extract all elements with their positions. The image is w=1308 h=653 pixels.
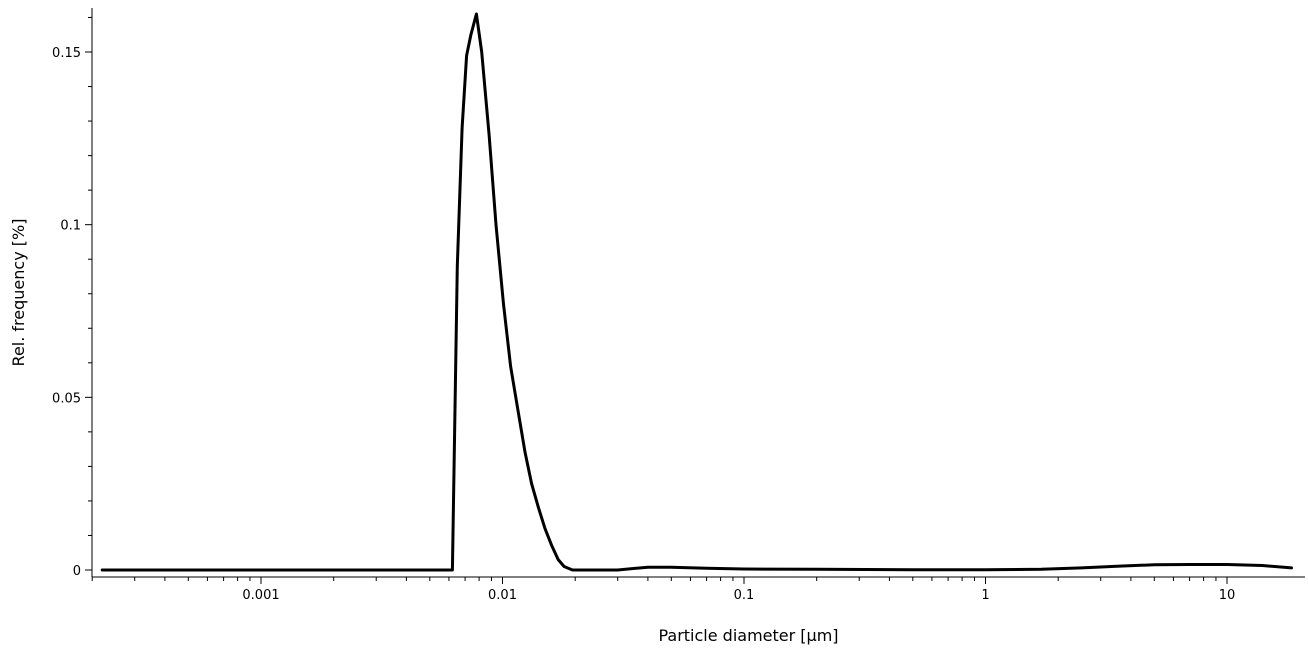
y-axis: 0 0.05 0.1 0.15 <box>52 8 93 579</box>
y-tick-label: 0.05 <box>52 391 81 406</box>
y-tick-label: 0.1 <box>60 219 81 234</box>
x-tick-label: 1 <box>981 588 989 603</box>
plot-area <box>100 12 1293 572</box>
x-axis-label: Particle diameter [µm] <box>658 626 838 645</box>
y-tick-label: 0.15 <box>52 46 81 61</box>
x-tick-label: 0.1 <box>734 588 755 603</box>
x-tick-label: 10 <box>1219 588 1236 603</box>
y-axis-label: Rel. frequency [%] <box>9 219 28 367</box>
x-axis: 0.001 0.01 0.1 1 10 <box>91 576 1305 603</box>
x-tick-label: 0.01 <box>488 588 517 603</box>
series-line-0 <box>100 12 1293 572</box>
y-tick-label: 0 <box>73 564 81 579</box>
x-tick-label: 0.001 <box>242 588 279 603</box>
